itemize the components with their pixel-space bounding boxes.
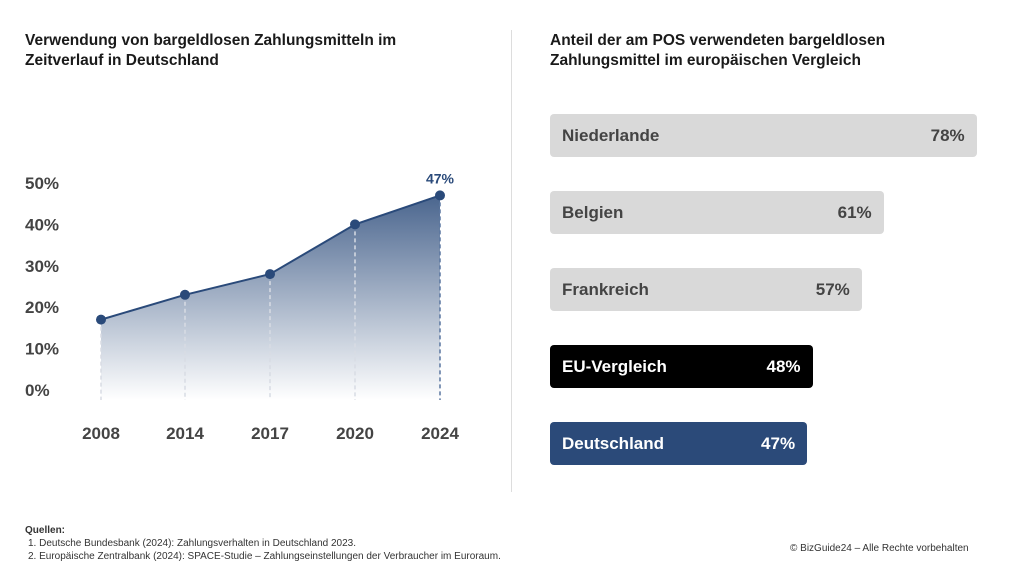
- bar-value-label: 57%: [815, 279, 850, 299]
- x-tick-label: 2008: [82, 424, 120, 443]
- y-tick-label: 50%: [25, 174, 59, 193]
- x-tick-label: 2014: [166, 424, 204, 443]
- bar-value-label: 48%: [766, 356, 801, 376]
- sources-title: Quellen:: [25, 525, 66, 536]
- copyright: © BizGuide24 – Alle Rechte vorbehalten: [790, 543, 969, 554]
- source-2: 2. Europäische Zentralbank (2024): SPACE…: [28, 551, 501, 562]
- bar-frankreich: Frankreich 57%: [550, 268, 862, 311]
- bar-eu-vergleich: EU-Vergleich 48%: [550, 345, 813, 388]
- data-point: [265, 269, 275, 280]
- line-chart-title: Verwendung von bargeldlosen Zahlungsmitt…: [25, 32, 397, 69]
- data-point: [350, 219, 360, 230]
- bar-value-label: 47%: [761, 433, 796, 453]
- bar-category-label: EU-Vergleich: [562, 356, 667, 376]
- x-tick-label: 2024: [421, 424, 459, 443]
- x-tick-label: 2020: [336, 424, 374, 443]
- divider: [511, 30, 512, 492]
- bar-value-label: 78%: [930, 125, 965, 145]
- bar-chart-title: Anteil der am POS verwendeten bargeldlos…: [550, 32, 886, 69]
- y-tick-label: 0%: [25, 381, 50, 400]
- y-tick-label: 10%: [25, 340, 59, 359]
- bar-category-label: Niederlande: [562, 125, 660, 145]
- data-point: [180, 289, 190, 300]
- y-tick-label: 30%: [25, 257, 59, 276]
- y-tick-label: 40%: [25, 215, 59, 234]
- x-tick-label: 2017: [251, 424, 289, 443]
- data-point: [96, 314, 106, 325]
- source-1: 1. Deutsche Bundesbank (2024): Zahlungsv…: [28, 538, 356, 549]
- data-label: 47%: [426, 170, 455, 186]
- y-tick-label: 20%: [25, 298, 59, 317]
- line-chart: 0% 10% 20% 30% 40% 50% 2008 2014 2017 2020 2024 47%: [25, 170, 459, 443]
- bar-category-label: Belgien: [562, 202, 624, 222]
- bar-value-label: 61%: [837, 202, 872, 222]
- bar-belgien: Belgien 61%: [550, 191, 884, 234]
- bar-category-label: Deutschland: [562, 433, 665, 453]
- data-point: [435, 190, 445, 201]
- bar-deutschland: Deutschland 47%: [550, 422, 808, 465]
- bar-category-label: Frankreich: [562, 279, 649, 299]
- bar-niederlande: Niederlande 78%: [550, 114, 977, 157]
